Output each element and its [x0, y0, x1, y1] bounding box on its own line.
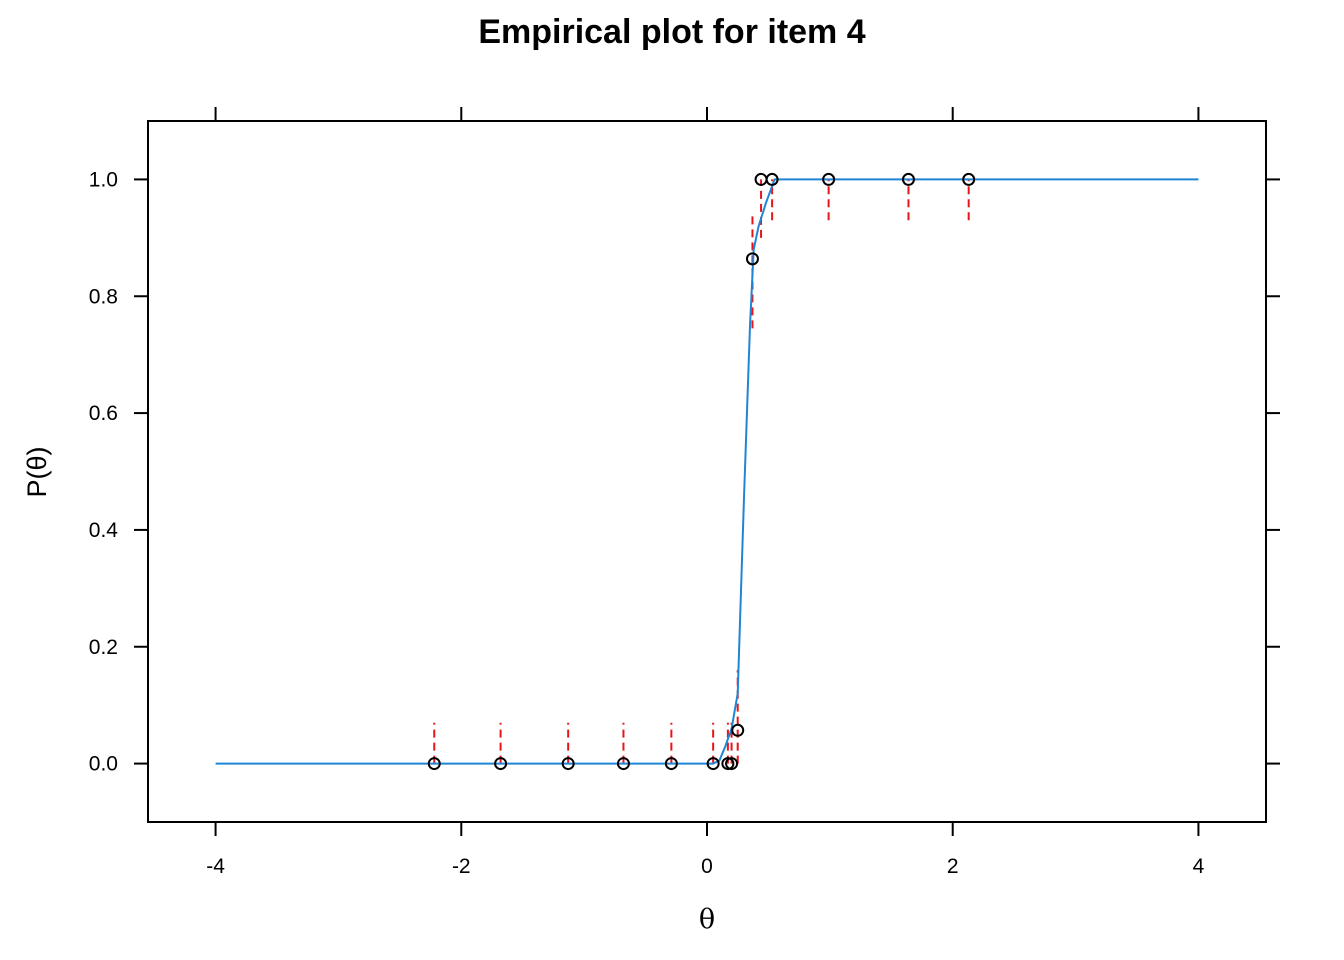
empirical-points — [427, 172, 976, 771]
data-point — [962, 172, 976, 186]
data-point — [561, 757, 575, 771]
y-tick-label: 0.6 — [89, 402, 118, 425]
chart-title: Empirical plot for item 4 — [478, 13, 865, 51]
data-point — [725, 757, 739, 771]
x-tick-label: 0 — [701, 855, 713, 878]
y-tick-label: 0.0 — [89, 753, 118, 776]
y-axis-label: P(θ) — [22, 446, 52, 497]
data-point — [664, 757, 678, 771]
y-tick-label: 0.2 — [89, 636, 118, 659]
data-point — [706, 757, 720, 771]
error-bars — [433, 179, 970, 764]
data-point — [822, 172, 836, 186]
y-tick-label: 0.4 — [89, 519, 119, 542]
curve-line — [215, 178, 1199, 765]
y-tick-label: 0.8 — [89, 285, 118, 308]
data-point — [901, 172, 915, 186]
x-axis-label: θ — [699, 904, 715, 935]
x-tick-label: -4 — [206, 855, 225, 878]
plot-frame — [147, 120, 1267, 823]
x-tick-label: 2 — [947, 855, 959, 878]
fitted-curve — [215, 178, 1199, 765]
data-point — [731, 723, 745, 737]
axis-ticks: -4 -2 0 2 4 0.0 0.2 0.4 0.6 0.8 1.0 — [89, 107, 1280, 878]
data-point — [765, 172, 779, 186]
x-tick-label: -2 — [452, 855, 471, 878]
data-point — [745, 252, 759, 266]
data-point — [494, 757, 508, 771]
data-point — [721, 757, 735, 771]
y-tick-label: 1.0 — [89, 168, 118, 191]
x-tick-label: 4 — [1193, 855, 1205, 878]
data-point — [427, 757, 441, 771]
data-point — [616, 757, 630, 771]
